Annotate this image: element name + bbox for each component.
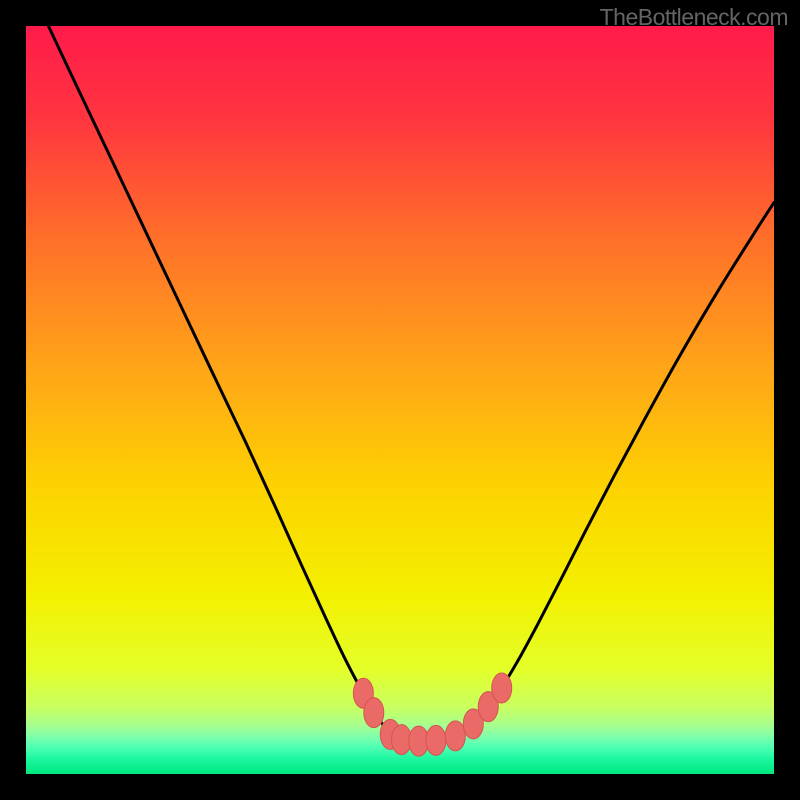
chart-plot-area xyxy=(26,26,774,774)
curve-marker xyxy=(364,698,384,728)
curve-marker xyxy=(492,673,512,703)
chart-container: TheBottleneck.com xyxy=(0,0,800,800)
watermark-text: TheBottleneck.com xyxy=(600,4,788,31)
curve-marker xyxy=(426,725,446,755)
curve-marker xyxy=(445,721,465,751)
gradient-background xyxy=(26,26,774,774)
